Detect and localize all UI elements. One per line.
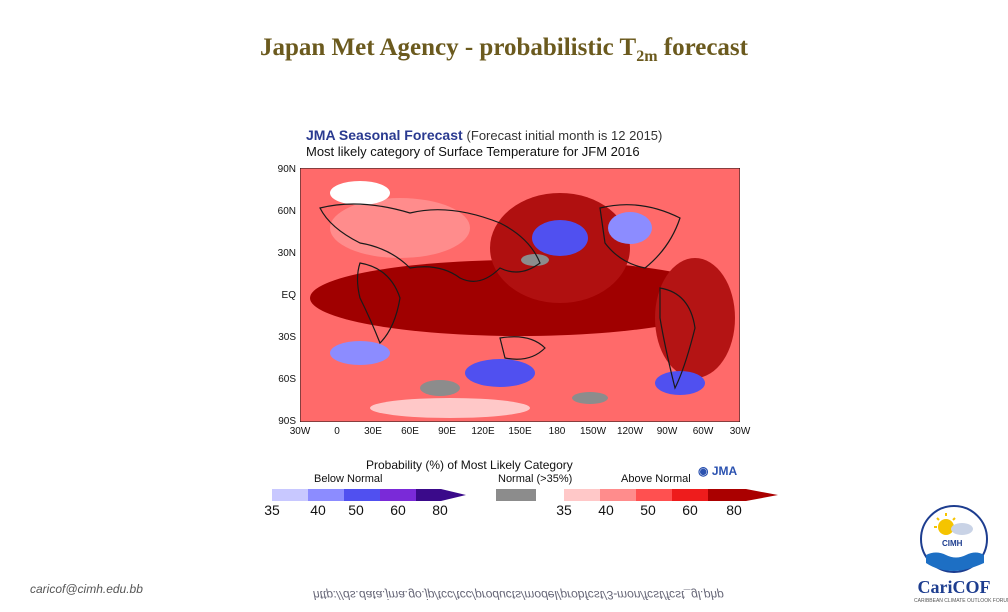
legend-tick: 50 bbox=[348, 502, 364, 518]
lat-label: 90N bbox=[277, 164, 296, 175]
slide-title-post: forecast bbox=[657, 34, 748, 61]
north-america-cool bbox=[608, 212, 652, 244]
lon-label: 120E bbox=[471, 426, 495, 437]
legend-tick: 60 bbox=[682, 502, 698, 518]
below-swatch-1 bbox=[272, 489, 308, 501]
forecast-title-note: (Forecast initial month is 12 2015) bbox=[466, 128, 663, 143]
lon-label: 60E bbox=[401, 426, 419, 437]
lon-label: 120W bbox=[616, 426, 644, 437]
below-swatch-2 bbox=[308, 489, 344, 501]
lon-label: 60W bbox=[692, 426, 714, 437]
above-arrow bbox=[708, 489, 778, 501]
above-swatch-4 bbox=[672, 489, 708, 501]
legend-normal-label: Normal (>35%) bbox=[498, 473, 573, 485]
normal-region bbox=[572, 392, 608, 404]
legend-tick: 40 bbox=[310, 502, 326, 518]
lat-label: 30S bbox=[278, 332, 296, 343]
legend-tick: 60 bbox=[390, 502, 406, 518]
caricof-emblem-icon bbox=[920, 505, 988, 573]
lat-label: 30N bbox=[277, 248, 296, 259]
south-pacific-cool bbox=[655, 371, 705, 395]
normal-swatch bbox=[496, 489, 536, 501]
lat-label: 60N bbox=[277, 206, 296, 217]
southern-ocean-cool bbox=[465, 359, 535, 387]
lat-label: EQ bbox=[281, 290, 296, 301]
jma-logo-text: JMA bbox=[711, 464, 738, 478]
below-swatch-4 bbox=[380, 489, 416, 501]
normal-region bbox=[420, 380, 460, 396]
north-pacific-cool bbox=[532, 220, 588, 256]
lon-label: 150E bbox=[508, 426, 532, 437]
south-america-warm-region bbox=[655, 258, 735, 378]
eurasia-weak-warm bbox=[330, 198, 470, 258]
jma-logo: ◉ JMA bbox=[698, 464, 737, 478]
legend-title: Probability (%) of Most Likely Category bbox=[366, 458, 573, 472]
above-swatch-3 bbox=[636, 489, 672, 501]
tropical-warm-band bbox=[310, 260, 730, 336]
no-signal-region bbox=[330, 181, 390, 205]
legend-tick: 80 bbox=[432, 502, 448, 518]
caricof-logo: CIMH CariCOF CARIBBEAN CLIMATE OUTLOOK F… bbox=[914, 503, 1008, 608]
cimh-text: CIMH bbox=[942, 539, 963, 548]
lon-label: 30W bbox=[729, 426, 751, 437]
slide-title-pre: Japan Met Agency - probabilistic T bbox=[260, 34, 637, 61]
slide-title: Japan Met Agency - probabilistic T2m for… bbox=[0, 34, 1008, 66]
temperature-probability-map bbox=[300, 168, 740, 422]
legend-tick: 35 bbox=[556, 502, 572, 518]
above-swatch-2 bbox=[600, 489, 636, 501]
lat-label: 60S bbox=[278, 374, 296, 385]
footer-email[interactable]: caricof@cimh.edu.bb bbox=[30, 582, 143, 596]
lon-label: 150W bbox=[579, 426, 607, 437]
normal-region bbox=[521, 254, 549, 266]
south-atlantic-cool bbox=[330, 341, 390, 365]
below-arrow bbox=[416, 489, 466, 501]
lon-label: 180 bbox=[548, 426, 566, 437]
forecast-title: JMA Seasonal Forecast (Forecast initial … bbox=[306, 127, 662, 143]
legend-tick: 80 bbox=[726, 502, 742, 518]
lat-label: 90S bbox=[278, 416, 296, 427]
lon-label: 30W bbox=[289, 426, 311, 437]
caricof-tagline: CARIBBEAN CLIMATE OUTLOOK FORUM bbox=[914, 598, 1008, 604]
legend-below-label: Below Normal bbox=[314, 473, 383, 485]
legend-above-label: Above Normal bbox=[621, 473, 691, 485]
legend-tick: 35 bbox=[264, 502, 280, 518]
jma-logo-icon: ◉ bbox=[698, 464, 709, 478]
forecast-title-main: JMA Seasonal Forecast bbox=[306, 127, 463, 143]
forecast-figure: JMA Seasonal Forecast (Forecast initial … bbox=[264, 124, 790, 526]
caricof-name: CariCOF bbox=[917, 577, 991, 597]
coastlines bbox=[319, 203, 696, 390]
below-swatch-3 bbox=[344, 489, 380, 501]
slide-title-subscript: 2m bbox=[636, 48, 658, 65]
legend-tick: 40 bbox=[598, 502, 614, 518]
lon-label: 90E bbox=[438, 426, 456, 437]
antarctic-weak-warm bbox=[370, 398, 530, 418]
lon-label: 90W bbox=[656, 426, 678, 437]
legend-tick: 50 bbox=[640, 502, 656, 518]
forecast-subtitle: Most likely category of Surface Temperat… bbox=[306, 144, 640, 159]
footer-source-url[interactable]: http://ds.data.jma.go.jp/tcc/tcc/product… bbox=[313, 588, 724, 602]
legend-colorbar bbox=[272, 489, 778, 501]
lon-label: 30E bbox=[364, 426, 382, 437]
above-swatch-1 bbox=[564, 489, 600, 501]
lon-label: 0 bbox=[334, 426, 340, 437]
anomaly-field bbox=[310, 181, 735, 418]
